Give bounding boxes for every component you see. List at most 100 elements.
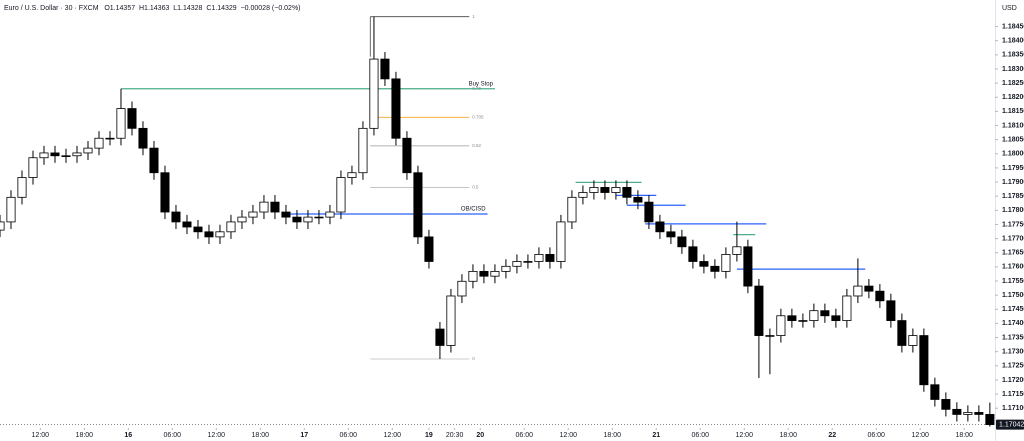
candle-body (732, 246, 742, 255)
y-tick-label: 1.17150 (1002, 391, 1024, 398)
x-tick-label: 06:00 (340, 432, 358, 439)
candle-body (699, 261, 709, 267)
candle-body (501, 265, 511, 272)
candle-body (479, 270, 489, 277)
candle-body (655, 221, 665, 233)
candle-body (842, 295, 852, 321)
candle-body (886, 300, 896, 321)
candle-body (83, 147, 93, 154)
level-label: OB/CISD (461, 207, 486, 213)
candle-body (325, 211, 335, 218)
candle-body (61, 155, 71, 157)
candle-body (666, 231, 676, 238)
candle-body (798, 320, 808, 322)
candle-body (457, 280, 467, 297)
y-tick-label: 1.17300 (1002, 349, 1024, 356)
candle-body (468, 270, 478, 282)
currency-label: USD (1002, 5, 1017, 12)
candle-body (446, 295, 456, 346)
candle-body (248, 211, 258, 218)
x-tick-label: 19 (425, 432, 433, 439)
candle-body (831, 315, 841, 321)
candle-body (897, 320, 907, 346)
candle-body (369, 58, 379, 129)
y-tick-label: 1.18350 (1002, 52, 1024, 59)
candle-body (908, 335, 918, 346)
candle-body (611, 187, 621, 193)
x-tick-label: 21 (652, 432, 660, 439)
y-tick-label: 1.17350 (1002, 334, 1024, 341)
candle-body (853, 285, 863, 297)
candle-body (402, 137, 412, 174)
level-label: Buy Stop (469, 81, 494, 87)
chart-title: Euro / U.S. Dollar · 30 · FXCM O1.14357 … (4, 5, 301, 12)
y-tick-label: 1.17450 (1002, 306, 1024, 313)
candle-body (424, 236, 434, 262)
x-tick-label: 18:00 (779, 432, 797, 439)
x-tick-label: 20:30 (446, 432, 464, 439)
x-tick-label: 12:00 (735, 432, 753, 439)
candle-body (204, 231, 214, 238)
candle-body (930, 384, 940, 400)
y-tick-label: 1.17800 (1002, 207, 1024, 214)
y-tick-label: 1.17850 (1002, 193, 1024, 200)
fib-label: 1 (472, 14, 475, 19)
candle-body (39, 152, 49, 159)
candle-body (303, 216, 313, 223)
candle-body (0, 221, 5, 231)
y-tick-label: 1.17700 (1002, 235, 1024, 242)
candle-body (171, 211, 181, 223)
candle-body (589, 187, 599, 193)
last-price-label: 1.17042 (999, 421, 1024, 428)
candle-body (6, 196, 16, 223)
y-tick-label: 1.17950 (1002, 165, 1024, 172)
candle-body (391, 78, 401, 139)
x-tick-label: 06:00 (691, 432, 709, 439)
y-tick-label: 1.18300 (1002, 66, 1024, 73)
candle-body (358, 127, 368, 174)
candle-body (50, 152, 60, 157)
candle-body (314, 216, 324, 219)
candle-body (281, 211, 291, 218)
y-tick-label: 1.17400 (1002, 320, 1024, 327)
y-tick-label: 1.18200 (1002, 94, 1024, 101)
x-tick-label: 18:00 (76, 432, 94, 439)
candle-body (94, 137, 104, 149)
candle-body (864, 285, 874, 292)
candle-body (765, 335, 775, 337)
candle-body (270, 201, 280, 213)
x-tick-label: 12:00 (559, 432, 577, 439)
x-tick-label: 18:00 (252, 432, 270, 439)
y-tick-label: 1.18050 (1002, 136, 1024, 143)
candle-body (644, 201, 654, 223)
x-tick-label: 18:00 (955, 432, 973, 439)
candle-body (600, 187, 610, 193)
candle-body (809, 310, 819, 321)
candle-body (776, 315, 786, 336)
candle-body (17, 177, 27, 198)
candle-body (534, 254, 544, 262)
fib-label: 0.5 (472, 185, 479, 190)
x-tick-label: 06:00 (164, 432, 182, 439)
candle-body (974, 412, 984, 415)
candle-body (820, 310, 830, 317)
candle-body (28, 157, 38, 178)
x-tick-label: 16 (124, 432, 132, 439)
y-tick-label: 1.17100 (1002, 405, 1024, 412)
candle-body (347, 172, 357, 178)
candle-body (941, 399, 951, 410)
y-tick-label: 1.18150 (1002, 108, 1024, 115)
y-tick-label: 1.17650 (1002, 250, 1024, 257)
candle-body (413, 172, 423, 238)
fib-label: 0.705 (472, 115, 484, 120)
y-tick-label: 1.18450 (1002, 23, 1024, 30)
candle-body (490, 270, 500, 277)
candle-body (633, 196, 643, 203)
x-tick-label: 20 (476, 432, 484, 439)
y-tick-label: 1.18400 (1002, 38, 1024, 45)
candle-body (336, 177, 346, 213)
candle-body (875, 290, 885, 302)
x-tick-label: 06:00 (515, 432, 533, 439)
candle-body (182, 221, 192, 228)
